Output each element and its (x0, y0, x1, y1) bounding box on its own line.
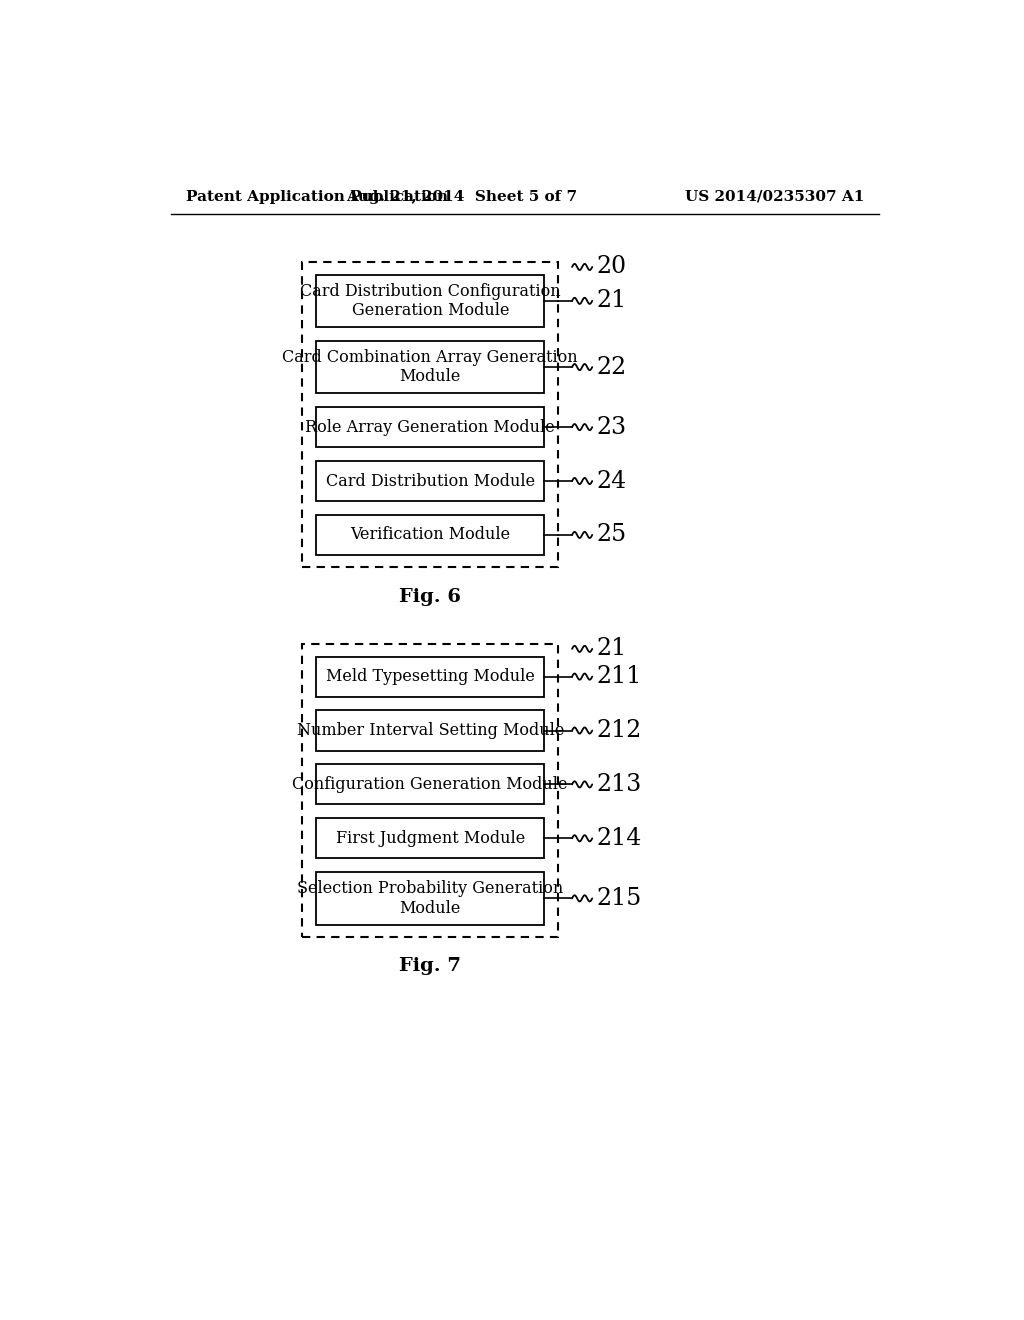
Text: 214: 214 (597, 826, 642, 850)
Bar (316, 764, 544, 804)
Text: First Judgment Module: First Judgment Module (336, 830, 525, 847)
Text: Patent Application Publication: Patent Application Publication (186, 190, 449, 203)
Bar (316, 341, 544, 393)
Text: 25: 25 (597, 524, 627, 546)
Text: Configuration Generation Module: Configuration Generation Module (293, 776, 568, 793)
Bar (316, 515, 544, 554)
Bar (302, 263, 558, 568)
Text: 21: 21 (597, 289, 627, 313)
Bar (316, 873, 544, 924)
Text: US 2014/0235307 A1: US 2014/0235307 A1 (685, 190, 864, 203)
Text: Role Array Generation Module: Role Array Generation Module (305, 418, 555, 436)
Text: Fig. 6: Fig. 6 (399, 587, 461, 606)
Bar (316, 275, 544, 327)
Text: Card Combination Array Generation
Module: Card Combination Array Generation Module (283, 348, 579, 385)
Text: 22: 22 (597, 355, 627, 379)
Text: Selection Probability Generation
Module: Selection Probability Generation Module (297, 880, 563, 916)
Bar (302, 644, 558, 937)
Text: 211: 211 (597, 665, 642, 688)
Bar (316, 818, 544, 858)
Text: Meld Typesetting Module: Meld Typesetting Module (326, 668, 535, 685)
Text: Fig. 7: Fig. 7 (399, 957, 461, 975)
Text: 212: 212 (597, 719, 642, 742)
Bar (316, 461, 544, 502)
Text: Card Distribution Module: Card Distribution Module (326, 473, 535, 490)
Bar (316, 710, 544, 751)
Text: Card Distribution Configuration
Generation Module: Card Distribution Configuration Generati… (300, 282, 560, 319)
Text: Verification Module: Verification Module (350, 527, 510, 544)
Bar (316, 407, 544, 447)
Bar (316, 656, 544, 697)
Text: 21: 21 (597, 638, 627, 660)
Text: Aug. 21, 2014  Sheet 5 of 7: Aug. 21, 2014 Sheet 5 of 7 (346, 190, 577, 203)
Text: 20: 20 (597, 256, 627, 279)
Text: 215: 215 (597, 887, 642, 909)
Text: Number Interval Setting Module: Number Interval Setting Module (297, 722, 564, 739)
Text: 24: 24 (597, 470, 627, 492)
Text: 23: 23 (597, 416, 627, 438)
Text: 213: 213 (597, 774, 642, 796)
